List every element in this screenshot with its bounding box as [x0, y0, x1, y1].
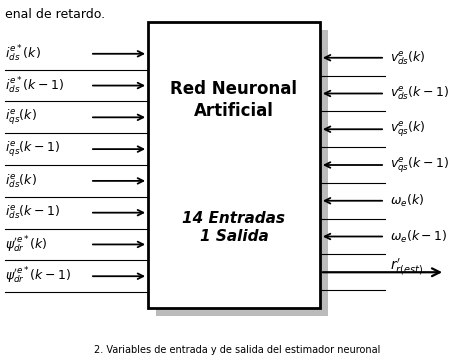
- Text: Red Neuronal: Red Neuronal: [171, 80, 298, 98]
- Text: $i_{qs}^{e}(k-1)$: $i_{qs}^{e}(k-1)$: [5, 140, 60, 159]
- Text: enal de retardo.: enal de retardo.: [5, 7, 105, 20]
- Text: $i_{ds}^{e*}(k-1)$: $i_{ds}^{e*}(k-1)$: [5, 75, 64, 96]
- Text: $\omega_{e}(k)$: $\omega_{e}(k)$: [390, 193, 424, 209]
- Text: $v_{ds}^{e}(k)$: $v_{ds}^{e}(k)$: [390, 49, 426, 66]
- Text: $i_{ds}^{e}(k-1)$: $i_{ds}^{e}(k-1)$: [5, 204, 60, 221]
- Text: $r^{\prime}_{r(est)}$: $r^{\prime}_{r(est)}$: [390, 256, 423, 277]
- Text: $v_{ds}^{e}(k-1)$: $v_{ds}^{e}(k-1)$: [390, 85, 449, 102]
- Text: $v_{qs}^{e}(k-1)$: $v_{qs}^{e}(k-1)$: [390, 155, 449, 175]
- Text: $\psi_{dr}^{\prime e*}(k)$: $\psi_{dr}^{\prime e*}(k)$: [5, 234, 48, 255]
- Text: $\omega_{e}(k-1)$: $\omega_{e}(k-1)$: [390, 228, 447, 245]
- Text: $i_{ds}^{e*}(k)$: $i_{ds}^{e*}(k)$: [5, 44, 41, 64]
- Text: 1 Salida: 1 Salida: [200, 230, 268, 245]
- Text: 2. Variables de entrada y de salida del estimador neuronal: 2. Variables de entrada y de salida del …: [94, 345, 380, 355]
- Text: 14 Entradas: 14 Entradas: [182, 211, 285, 226]
- Bar: [148, 22, 320, 308]
- Text: $i_{qs}^{e}(k)$: $i_{qs}^{e}(k)$: [5, 107, 37, 127]
- Bar: [156, 30, 328, 316]
- Text: Artificial: Artificial: [194, 102, 274, 120]
- Text: $i_{ds}^{e}(k)$: $i_{ds}^{e}(k)$: [5, 172, 37, 190]
- Text: $v_{qs}^{e}(k)$: $v_{qs}^{e}(k)$: [390, 120, 426, 139]
- Text: $\psi_{dr}^{\prime e*}(k-1)$: $\psi_{dr}^{\prime e*}(k-1)$: [5, 266, 71, 286]
